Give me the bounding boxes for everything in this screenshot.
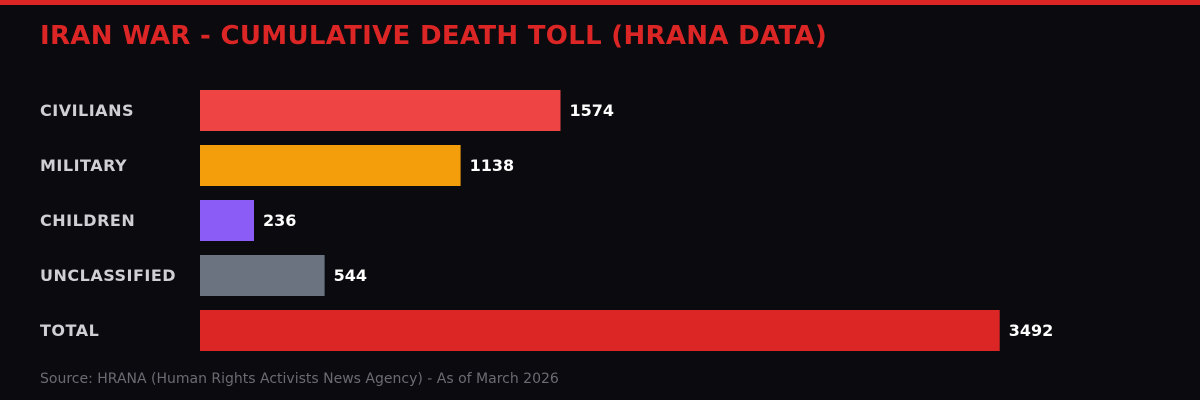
top-accent-bar: [0, 0, 1200, 5]
source-note: Source: HRANA (Human Rights Activists Ne…: [40, 371, 559, 387]
bar-unclassified: [200, 255, 325, 296]
bar-row-military: MILITARY 1138: [40, 145, 514, 186]
category-label-military: MILITARY: [40, 156, 127, 175]
bar-military: [200, 145, 461, 186]
value-label-total: 3492: [1009, 321, 1054, 340]
bar-total: [200, 310, 1000, 351]
value-label-children: 236: [263, 211, 296, 230]
chart-title: IRAN WAR - CUMULATIVE DEATH TOLL (HRANA …: [40, 21, 828, 51]
category-label-total: TOTAL: [40, 321, 99, 340]
value-label-unclassified: 544: [334, 266, 367, 285]
bar-children: [200, 200, 254, 241]
bar-row-total: TOTAL 3492: [40, 310, 1053, 351]
category-label-civilians: CIVILIANS: [40, 101, 134, 120]
value-label-civilians: 1574: [570, 101, 615, 120]
bar-row-civilians: CIVILIANS 1574: [40, 90, 614, 131]
value-label-military: 1138: [470, 156, 515, 175]
category-label-unclassified: UNCLASSIFIED: [40, 266, 176, 285]
bar-row-children: CHILDREN 236: [40, 200, 296, 241]
bar-row-unclassified: UNCLASSIFIED 544: [40, 255, 367, 296]
bar-civilians: [200, 90, 561, 131]
category-label-children: CHILDREN: [40, 211, 135, 230]
